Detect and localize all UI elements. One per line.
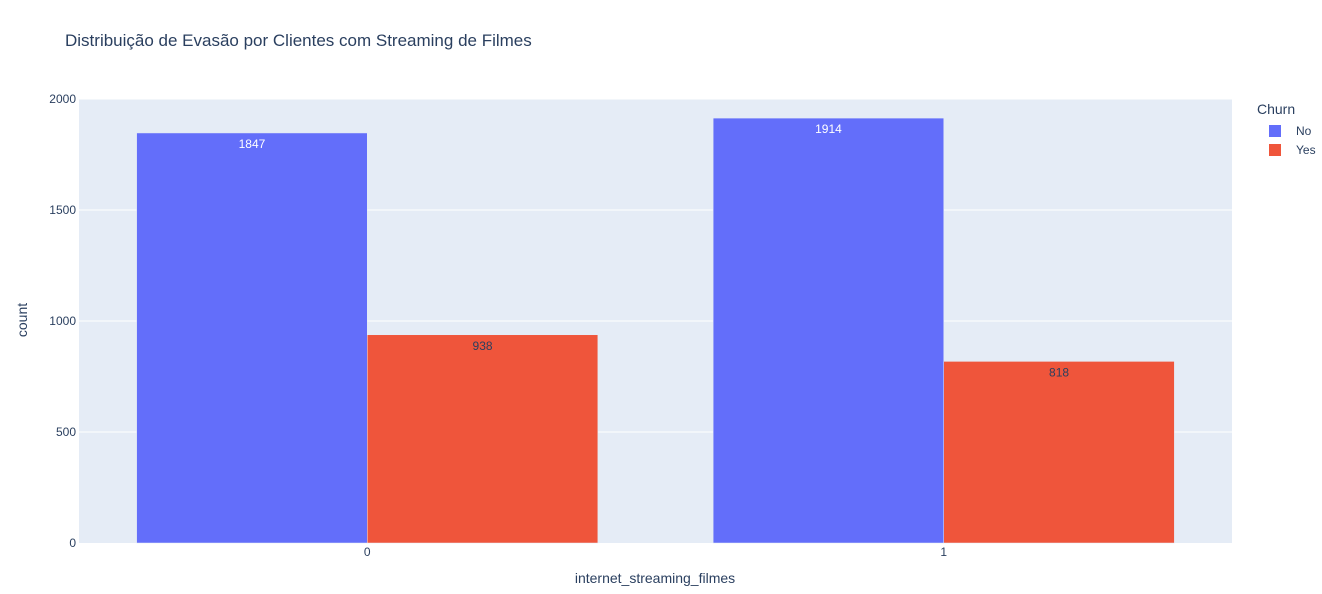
bar-no-0 (136, 132, 368, 544)
legend-label-no: No (1296, 123, 1312, 138)
y-axis-label: count (14, 302, 30, 338)
legend-title: Churn (1257, 101, 1296, 117)
bar-yes-1 (943, 361, 1175, 544)
x-tick-label: 1 (940, 545, 947, 559)
legend: Churn No Yes (1257, 101, 1316, 159)
data-label: 1914 (815, 122, 842, 136)
legend-swatch-no (1269, 124, 1281, 137)
y-tick-label: 1000 (49, 314, 76, 328)
bar-no-1 (712, 117, 945, 544)
legend-swatch-yes (1269, 143, 1281, 156)
y-tick-label: 500 (56, 425, 76, 439)
y-tick-label: 2000 (49, 92, 76, 106)
y-tick-label: 0 (69, 536, 76, 550)
data-label: 818 (1049, 365, 1069, 379)
x-tick-label: 0 (364, 545, 371, 559)
y-tick-label: 1500 (49, 203, 76, 217)
x-axis-label: internet_streaming_filmes (574, 570, 736, 586)
legend-label-yes: Yes (1296, 142, 1316, 157)
data-label: 1847 (239, 137, 266, 151)
bar-yes-0 (367, 334, 599, 544)
legend-item-no[interactable]: No (1257, 121, 1316, 140)
data-label: 938 (473, 339, 493, 353)
chart-title: Distribuição de Evasão por Clientes com … (65, 31, 532, 50)
legend-item-yes[interactable]: Yes (1257, 140, 1316, 159)
